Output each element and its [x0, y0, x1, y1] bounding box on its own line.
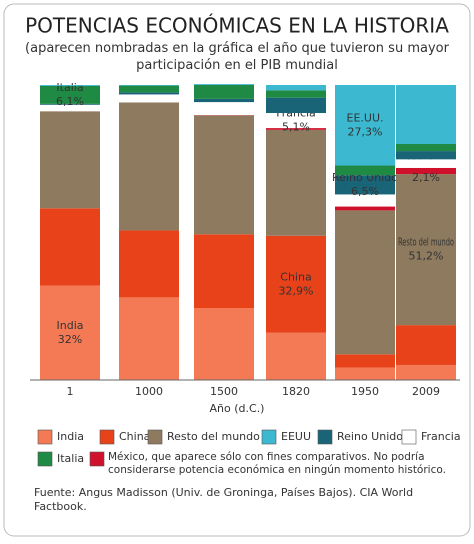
bar-segment	[119, 94, 179, 102]
bar-segment	[335, 368, 395, 380]
legend-swatch	[402, 430, 416, 444]
x-tick-label: 1820	[282, 385, 310, 398]
chart-subtitle: (aparecen nombradas en la gráfica el año…	[20, 40, 454, 74]
bar-segment	[194, 84, 254, 85]
legend-swatch	[38, 452, 52, 466]
bar-segment	[335, 166, 395, 176]
legend-label: Resto del mundo	[167, 430, 260, 443]
bar-segment	[119, 297, 179, 380]
legend-swatch	[38, 430, 52, 444]
bar-segment	[119, 85, 179, 86]
x-tick-label: 1500	[210, 385, 238, 398]
bar-label-name: India	[57, 319, 84, 332]
x-tick-label: 1950	[351, 385, 379, 398]
bar-segment	[119, 102, 179, 230]
bar-segment	[194, 115, 254, 234]
bar-segment	[396, 325, 456, 365]
bar-value-label: 32%	[58, 333, 82, 346]
bar-label-name: China	[280, 270, 311, 283]
bar-segment	[266, 85, 326, 90]
legend-label: Italia	[57, 452, 84, 465]
legend-label: India	[57, 430, 84, 443]
legend-label: Reino Unido	[337, 430, 403, 443]
bar-segment	[335, 354, 395, 367]
bar-segment	[194, 85, 254, 99]
bar-segment	[194, 102, 254, 115]
bar-segment	[40, 111, 100, 208]
legend-swatch	[90, 452, 104, 466]
bar-segment	[40, 208, 100, 285]
bar-segment	[119, 86, 179, 93]
bar-segment	[266, 130, 326, 236]
bar-value-label: 6,1%	[56, 95, 84, 108]
bar-segment	[266, 98, 326, 113]
legend-swatch	[262, 430, 276, 444]
x-tick-label: 2009	[412, 385, 440, 398]
x-axis-label: Año (d.C.)	[210, 402, 265, 415]
bar-value-label: 32,9%	[279, 284, 314, 297]
bar-segment	[396, 159, 456, 168]
bar-segment	[40, 85, 100, 86]
legend-label: EEUU	[281, 430, 311, 443]
legend-text-box: México, que aparece sólo con fines compa…	[108, 451, 456, 481]
legend-label: China	[119, 430, 150, 443]
x-tick-label: 1	[67, 385, 74, 398]
bar-segment	[396, 144, 456, 151]
legend-label: México, que aparece sólo con fines compa…	[108, 451, 456, 477]
bar-segment	[396, 85, 456, 144]
subtitle-box: (aparecen nombradas en la gráfica el año…	[20, 40, 454, 80]
bar-segment	[119, 230, 179, 297]
bar-segment	[335, 210, 395, 354]
bar-segment	[119, 92, 179, 94]
bar-segment	[194, 234, 254, 308]
x-tick-label: 1000	[135, 385, 163, 398]
bar-value-label: 27,3%	[348, 125, 383, 138]
bar-value-label: 51,2%	[409, 250, 444, 263]
bar-segment	[335, 207, 395, 211]
bar-segment	[266, 333, 326, 380]
bar-label-name: Resto del mundo	[398, 236, 454, 249]
legend-label: Francia	[421, 430, 461, 443]
bar-segment	[396, 151, 456, 159]
chart-title: POTENCIAS ECONÓMICAS EN LA HISTORIA	[25, 14, 449, 38]
bar-segment	[194, 308, 254, 380]
bar-segment	[396, 365, 456, 380]
bar-value-label: 6,5%	[351, 185, 379, 198]
bar-label-name: EE.UU.	[347, 111, 384, 124]
bar-segment	[266, 90, 326, 97]
bar-segment	[194, 99, 254, 102]
source-box: Fuente: Angus Madisson (Univ. de Groning…	[34, 486, 454, 522]
legend-swatch	[318, 430, 332, 444]
bar-value-label: 2,1%	[412, 171, 440, 184]
bar-label-name: Italia	[56, 81, 83, 94]
legend-swatch	[148, 430, 162, 444]
bar-value-label: 5,1%	[282, 121, 310, 134]
source: Fuente: Angus Madisson (Univ. de Groning…	[34, 486, 454, 514]
legend-swatch	[100, 430, 114, 444]
